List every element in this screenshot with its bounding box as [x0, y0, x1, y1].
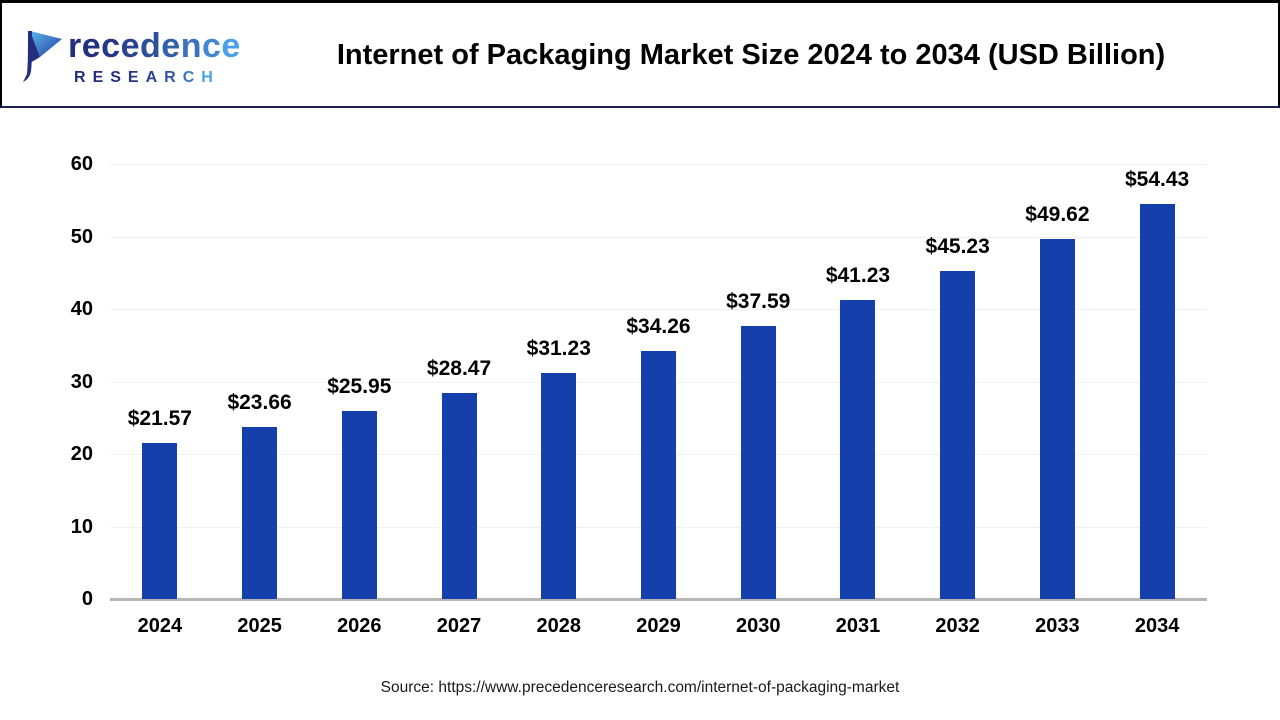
y-tick-label: 20 [70, 443, 93, 465]
logo-letter: R [164, 69, 183, 86]
logo-letter: A [145, 69, 165, 86]
x-tick-label: 2032 [935, 615, 980, 637]
x-tick-label: 2034 [1134, 615, 1180, 637]
logo-letter: E [92, 69, 111, 86]
x-tick-label: 2024 [137, 615, 183, 637]
source-text: Source: https://www.precedenceresearch.c… [380, 679, 900, 696]
logo-letter: d [140, 27, 162, 65]
x-tick-label: 2028 [536, 615, 582, 637]
bar [1139, 204, 1175, 599]
bar-value-label: $25.95 [327, 374, 392, 398]
bar [940, 271, 976, 599]
bar-value-label: $31.23 [526, 336, 591, 360]
x-tick-label: 2027 [436, 615, 482, 637]
y-tick-label: 30 [70, 370, 93, 393]
y-tick-label: 10 [70, 515, 93, 538]
y-tick-label: 40 [70, 298, 93, 320]
x-tick-label: 2026 [337, 615, 382, 637]
header: recedence RESEARCH Internet of Packaging… [0, 0, 1280, 108]
x-tick-label: 2033 [1035, 615, 1080, 637]
bar-value-label: $45.23 [925, 235, 990, 259]
bar [341, 410, 377, 599]
logo-name: recedence [68, 27, 241, 65]
bar-value-label: $37.59 [726, 290, 791, 314]
bar [641, 350, 676, 599]
precedence-p-flag-icon [23, 31, 62, 82]
bar-value-label: $34.26 [626, 314, 691, 338]
bar-value-label: $41.23 [825, 264, 891, 288]
bar [740, 326, 776, 599]
logo-letter: S [110, 69, 128, 86]
y-tick-label: 50 [70, 225, 93, 248]
bar [242, 427, 278, 599]
x-tick-label: 2025 [237, 615, 282, 637]
precedence-research-logo: recedence RESEARCH [22, 27, 241, 87]
logo-letter: e [221, 27, 241, 65]
bar [441, 392, 477, 599]
x-tick-label: 2031 [835, 615, 881, 637]
logo-letter: e [81, 27, 102, 65]
y-tick-label: 0 [81, 588, 93, 610]
x-tick-label: 2030 [735, 615, 781, 637]
bar [541, 372, 577, 599]
gridline [110, 164, 1207, 165]
logo-letter: E [127, 69, 146, 86]
logo-letter: C [182, 69, 202, 86]
gridline [110, 309, 1207, 310]
chart-title: Internet of Packaging Market Size 2024 t… [336, 38, 1166, 71]
logo-subtitle: RESEARCH [68, 69, 241, 87]
x-axis-baseline [110, 598, 1207, 601]
bar [142, 442, 178, 599]
logo-letter: r [68, 27, 82, 65]
logo-letter: e [161, 27, 181, 65]
bar-value-label: $54.43 [1125, 168, 1190, 192]
bar [1039, 239, 1075, 599]
logo-letter: n [180, 27, 202, 65]
bar-value-label: $28.47 [426, 356, 492, 380]
chart-area: 0 10 20 30 40 50 60 $21.57 2024 $23.66 2025 $25.95 2… [0, 108, 1280, 720]
x-tick-label: 2029 [636, 615, 681, 637]
logo-letter: e [120, 27, 140, 65]
y-tick-label: 60 [70, 153, 93, 175]
logo-letter: c [101, 27, 121, 65]
logo-letter: c [201, 27, 222, 65]
logo-letter: H [201, 69, 220, 86]
logo-text: recedence RESEARCH [68, 27, 241, 87]
bar-value-label: $49.62 [1025, 203, 1090, 227]
bar-value-label: $21.57 [127, 406, 192, 430]
gridline [110, 236, 1207, 238]
bar [840, 300, 876, 599]
logo-letter: R [74, 69, 93, 86]
bar-value-label: $23.66 [227, 391, 292, 415]
